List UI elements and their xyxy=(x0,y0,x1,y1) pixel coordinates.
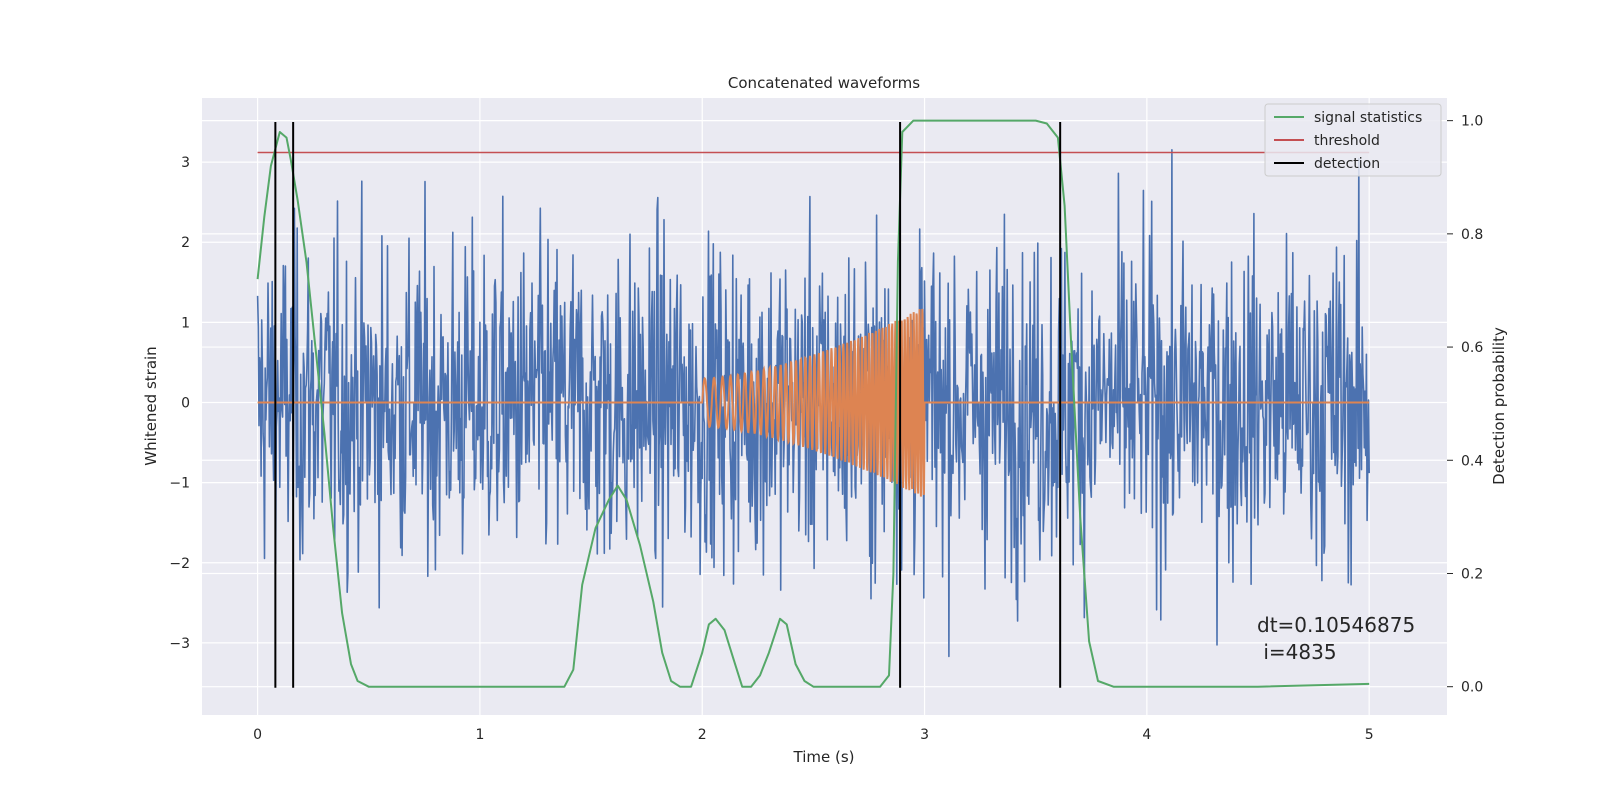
y-tick-label: −2 xyxy=(169,556,190,572)
y-tick-label: 2 xyxy=(181,235,190,251)
legend-label-threshold: threshold xyxy=(1314,133,1380,149)
x-tick-label: 5 xyxy=(1365,727,1374,743)
detection-series xyxy=(274,122,1062,688)
y-tick-label: −1 xyxy=(169,476,190,492)
legend-box xyxy=(1264,103,1442,177)
x-tick-label: 0 xyxy=(253,727,262,743)
x-axis: 0 1 2 3 4 5 xyxy=(253,727,1374,743)
x-tick-label: 4 xyxy=(1142,727,1151,743)
y-tick-label: 0 xyxy=(181,395,190,411)
x-tick-label: 2 xyxy=(698,727,707,743)
y-tick-label: −3 xyxy=(169,636,190,652)
y2-axis-label: Detection probability xyxy=(1490,327,1508,485)
y-tick-label: 3 xyxy=(181,155,190,171)
y-axis-right: 0.0 0.2 0.4 0.6 0.8 1.0 xyxy=(1447,114,1483,696)
annotation-dt: dt=0.10546875 xyxy=(1257,613,1415,637)
annotation-i: i=4835 xyxy=(1257,640,1337,664)
template-line xyxy=(257,308,1370,497)
y-axis-left: −3 −2 −1 0 1 2 3 xyxy=(169,155,190,652)
legend-label-signal: signal statistics xyxy=(1314,110,1422,126)
legend: signal statistics threshold detection xyxy=(1264,103,1442,177)
signal-statistics-line xyxy=(256,119,1370,688)
y-tick-label: 1 xyxy=(181,315,190,331)
y-axis-label: Whitened strain xyxy=(142,346,160,465)
x-tick-label: 3 xyxy=(920,727,929,743)
y2-tick-label: 1.0 xyxy=(1461,114,1483,130)
y2-tick-label: 0.8 xyxy=(1461,227,1483,243)
y2-tick-label: 0.0 xyxy=(1461,680,1483,696)
legend-label-detection: detection xyxy=(1314,156,1380,172)
x-axis-label: Time (s) xyxy=(793,748,855,766)
template-series xyxy=(257,308,1370,497)
y2-tick-label: 0.4 xyxy=(1461,453,1483,469)
y2-tick-label: 0.6 xyxy=(1461,340,1483,356)
y2-tick-label: 0.2 xyxy=(1461,566,1483,582)
signal-statistics-series xyxy=(256,119,1370,688)
x-tick-label: 1 xyxy=(475,727,484,743)
chart-title: Concatenated waveforms xyxy=(728,74,920,92)
